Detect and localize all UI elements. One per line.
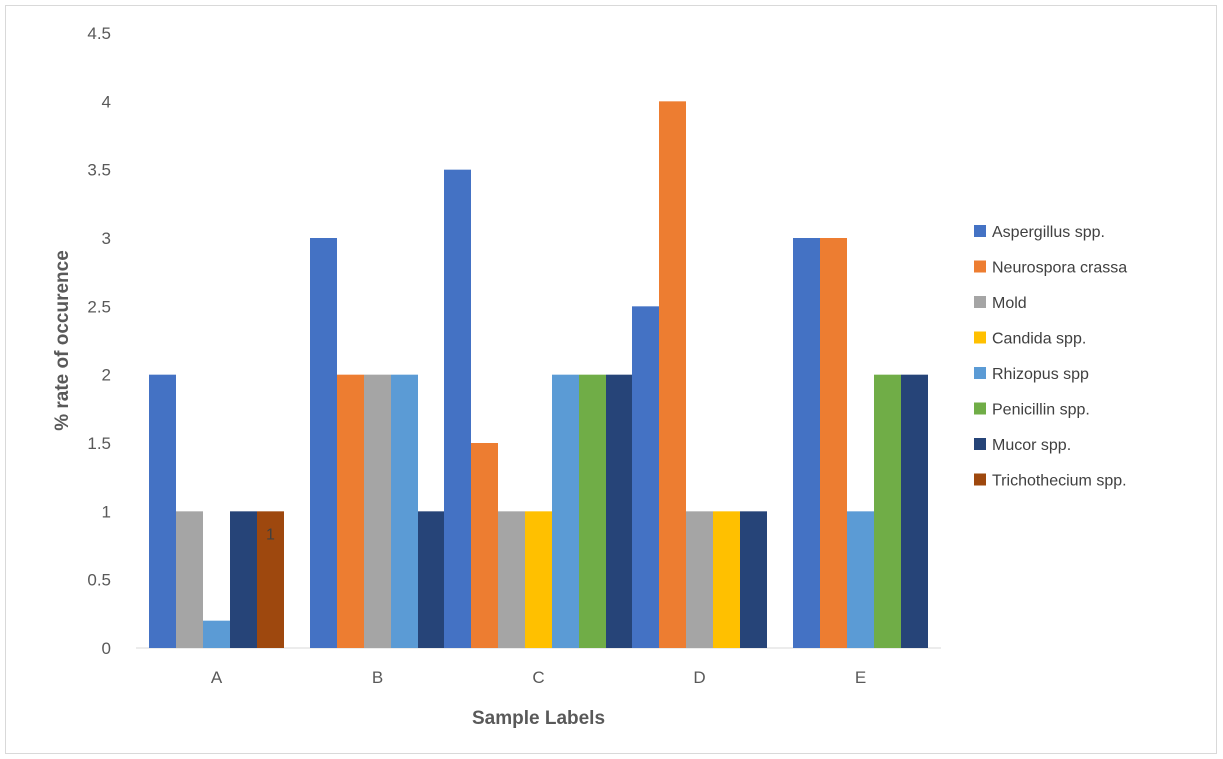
bar-aspergillus-spp-d bbox=[632, 306, 659, 648]
bar-mucor-spp-b bbox=[418, 511, 445, 648]
bar-candida-spp-d bbox=[713, 511, 740, 648]
bar-neurospora-crassa-b bbox=[337, 374, 364, 648]
bar-penicillin-spp-c bbox=[579, 374, 606, 648]
bar-neurospora-crassa-d bbox=[659, 101, 686, 649]
legend-swatch bbox=[974, 225, 986, 237]
y-tick-label: 3.5 bbox=[87, 161, 111, 180]
bar-penicillin-spp-e bbox=[874, 374, 901, 648]
legend-swatch bbox=[974, 296, 986, 308]
data-label: 1 bbox=[266, 527, 275, 544]
y-tick-label: 4 bbox=[102, 92, 111, 111]
bar-candida-spp-c bbox=[525, 511, 552, 648]
bar-aspergillus-spp-e bbox=[793, 238, 820, 648]
legend-label: Neurospora crassa bbox=[992, 260, 1127, 277]
legend-label: Trichothecium spp. bbox=[992, 473, 1127, 490]
bar-aspergillus-spp-c bbox=[444, 169, 471, 648]
bar-rhizopus-spp-a bbox=[203, 620, 230, 648]
legend-label: Penicillin spp. bbox=[992, 402, 1090, 419]
legend-label: Rhizopus spp bbox=[992, 366, 1089, 383]
legend-label: Mold bbox=[992, 295, 1027, 312]
x-tick-label: B bbox=[372, 668, 383, 687]
y-axis-ticks: 0 0.5 1 1.5 2 2.5 3 3.5 4 4.5 bbox=[87, 24, 111, 658]
bar-mucor-spp-d bbox=[740, 511, 767, 648]
bar-mold-c bbox=[498, 511, 525, 648]
y-tick-label: 0 bbox=[102, 639, 111, 658]
x-tick-label: E bbox=[855, 668, 866, 687]
x-tick-label: C bbox=[532, 668, 544, 687]
legend-swatch bbox=[974, 260, 986, 273]
legend-swatch bbox=[974, 402, 986, 415]
bar-aspergillus-spp-b bbox=[310, 238, 337, 648]
bar-trichothecium-spp-a bbox=[257, 511, 284, 648]
y-tick-label: 2.5 bbox=[87, 297, 111, 316]
x-axis-ticks: A B C D E bbox=[211, 668, 866, 687]
bar-mucor-spp-a bbox=[230, 511, 257, 648]
bar-aspergillus-spp-a bbox=[149, 374, 176, 648]
bar-mucor-spp-c bbox=[606, 374, 633, 648]
y-tick-label: 3 bbox=[102, 229, 111, 248]
x-axis-title: Sample Labels bbox=[472, 708, 605, 729]
bar-chart: 0 0.5 1 1.5 2 2.5 3 3.5 4 4.5 1 A B C D E Sample Labe… bbox=[52, 24, 1127, 729]
bar-mucor-spp-e bbox=[901, 374, 928, 648]
y-tick-label: 0.5 bbox=[87, 571, 111, 590]
bar-neurospora-crassa-c bbox=[471, 443, 498, 648]
bar-rhizopus-spp-b bbox=[391, 374, 418, 648]
legend-swatch bbox=[974, 438, 986, 450]
chart-frame: 0 0.5 1 1.5 2 2.5 3 3.5 4 4.5 1 A B C D E Sample Labe… bbox=[5, 5, 1217, 754]
y-tick-label: 2 bbox=[102, 366, 111, 385]
legend-swatch bbox=[974, 331, 986, 344]
y-axis-title: % rate of occurence bbox=[52, 250, 73, 431]
legend-label: Candida spp. bbox=[992, 331, 1086, 348]
bar-neurospora-crassa-e bbox=[820, 238, 847, 648]
legend-label: Mucor spp. bbox=[992, 437, 1071, 454]
legend-swatch bbox=[974, 473, 986, 486]
bar-rhizopus-spp-c bbox=[552, 374, 579, 648]
bar-mold-b bbox=[364, 374, 391, 648]
y-tick-label: 1 bbox=[102, 502, 111, 521]
bars bbox=[149, 101, 928, 649]
y-tick-label: 1.5 bbox=[87, 434, 111, 453]
y-tick-label: 4.5 bbox=[87, 24, 111, 43]
x-tick-label: D bbox=[693, 668, 705, 687]
legend-swatch bbox=[974, 367, 986, 379]
bar-mold-a bbox=[176, 511, 203, 648]
data-labels: 1 bbox=[266, 527, 275, 544]
bar-mold-d bbox=[686, 511, 713, 648]
legend-label: Aspergillus spp. bbox=[992, 224, 1105, 241]
legend: Aspergillus spp. Neurospora crassa Mold Can… bbox=[974, 224, 1127, 490]
x-tick-label: A bbox=[211, 668, 223, 687]
bar-rhizopus-spp-e bbox=[847, 511, 874, 648]
